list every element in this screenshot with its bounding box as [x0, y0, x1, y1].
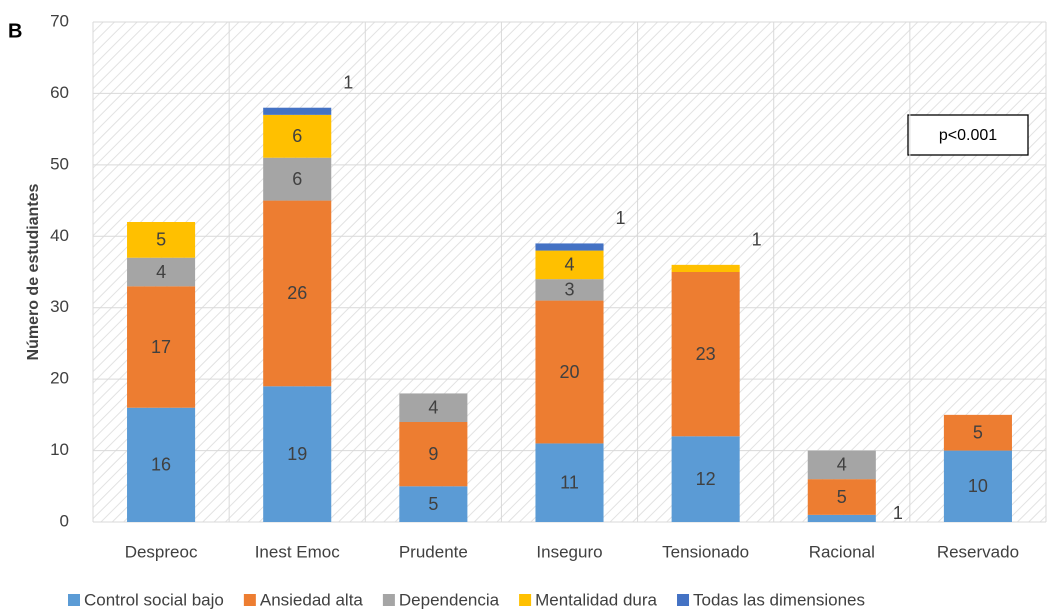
value-label: 16	[151, 455, 171, 475]
bar-segment	[127, 407, 196, 522]
value-label: 1	[616, 208, 626, 228]
value-label: 5	[428, 494, 438, 514]
bar-segment	[535, 443, 604, 522]
value-label: 6	[292, 169, 302, 189]
panel-label: B	[8, 20, 22, 42]
value-label: 4	[428, 397, 438, 417]
value-label: 3	[564, 280, 574, 300]
bar-segment	[943, 450, 1012, 522]
value-label: 1	[752, 230, 762, 250]
value-label: 5	[837, 487, 847, 507]
legend-label: Ansiedad alta	[260, 590, 364, 609]
y-tick-label: 10	[50, 440, 69, 459]
y-tick-label: 60	[50, 83, 69, 102]
y-axis-label: Número de estudiantes	[25, 183, 42, 360]
y-tick-label: 20	[50, 369, 69, 388]
legend-swatch	[68, 594, 80, 606]
bar-segment	[127, 286, 196, 408]
value-label: 11	[560, 472, 579, 492]
value-label: 1	[343, 72, 353, 92]
bar-segment	[535, 243, 604, 251]
legend-swatch	[243, 594, 256, 606]
value-label: 19	[287, 444, 307, 464]
bar-segment	[671, 436, 740, 522]
bar-segment	[263, 114, 332, 158]
legend-swatch	[519, 594, 532, 606]
bar-segment	[263, 200, 332, 387]
x-tick-label: Racional	[809, 542, 875, 561]
annotation: p<0.001	[939, 127, 997, 144]
legend-label: Dependencia	[399, 590, 500, 609]
y-tick-label: 30	[50, 297, 69, 316]
value-label: 1	[893, 503, 903, 523]
bar-segment	[671, 272, 740, 437]
bar-segment	[127, 222, 196, 258]
y-tick-label: 40	[50, 226, 69, 245]
value-label: 20	[559, 362, 579, 382]
bar-segment	[535, 279, 604, 301]
value-label: 4	[837, 455, 847, 475]
x-tick-label: Prudente	[399, 542, 468, 561]
bar-segment	[399, 486, 468, 522]
x-tick-label: Despreoc	[125, 542, 198, 561]
bar-segment	[263, 107, 332, 115]
bar-segment	[943, 414, 1012, 451]
legend-swatch	[382, 594, 395, 606]
bar-segment	[263, 157, 332, 201]
value-label: 4	[564, 255, 574, 275]
bar-segment	[807, 450, 876, 480]
bar-segment	[399, 422, 468, 487]
bar-segment	[671, 264, 740, 272]
annotation-box	[907, 114, 1029, 156]
bar-segment	[127, 257, 196, 287]
y-tick-label: 50	[50, 154, 69, 173]
value-label: 5	[156, 230, 166, 250]
x-tick-label: Tensionado	[662, 542, 749, 561]
y-tick-label: 0	[60, 511, 69, 530]
value-label: 9	[428, 444, 438, 464]
value-label: 23	[696, 344, 716, 364]
value-label: 6	[292, 126, 302, 146]
x-tick-label: Inseguro	[536, 542, 602, 561]
y-tick-label: 70	[50, 11, 69, 30]
x-tick-label: Inest Emoc	[255, 542, 341, 561]
x-tick-label: Reservado	[937, 542, 1019, 561]
value-label: 12	[696, 469, 716, 489]
bar-segment	[807, 514, 876, 522]
value-label: 5	[973, 422, 983, 442]
bar-segment	[535, 250, 604, 280]
bar-segment	[263, 386, 332, 522]
value-label: 10	[968, 476, 988, 496]
bar-segment	[535, 300, 604, 444]
value-label: 17	[151, 337, 171, 357]
bar-segment	[807, 479, 876, 515]
legend-label: Mentalidad dura	[535, 590, 657, 609]
legend-label: Todas las dimensiones	[693, 590, 865, 609]
value-label: 26	[287, 283, 307, 303]
bar-segment	[399, 393, 468, 422]
value-label: 4	[156, 262, 166, 282]
legend-swatch	[677, 594, 690, 606]
legend-label: Control social bajo	[84, 590, 224, 609]
